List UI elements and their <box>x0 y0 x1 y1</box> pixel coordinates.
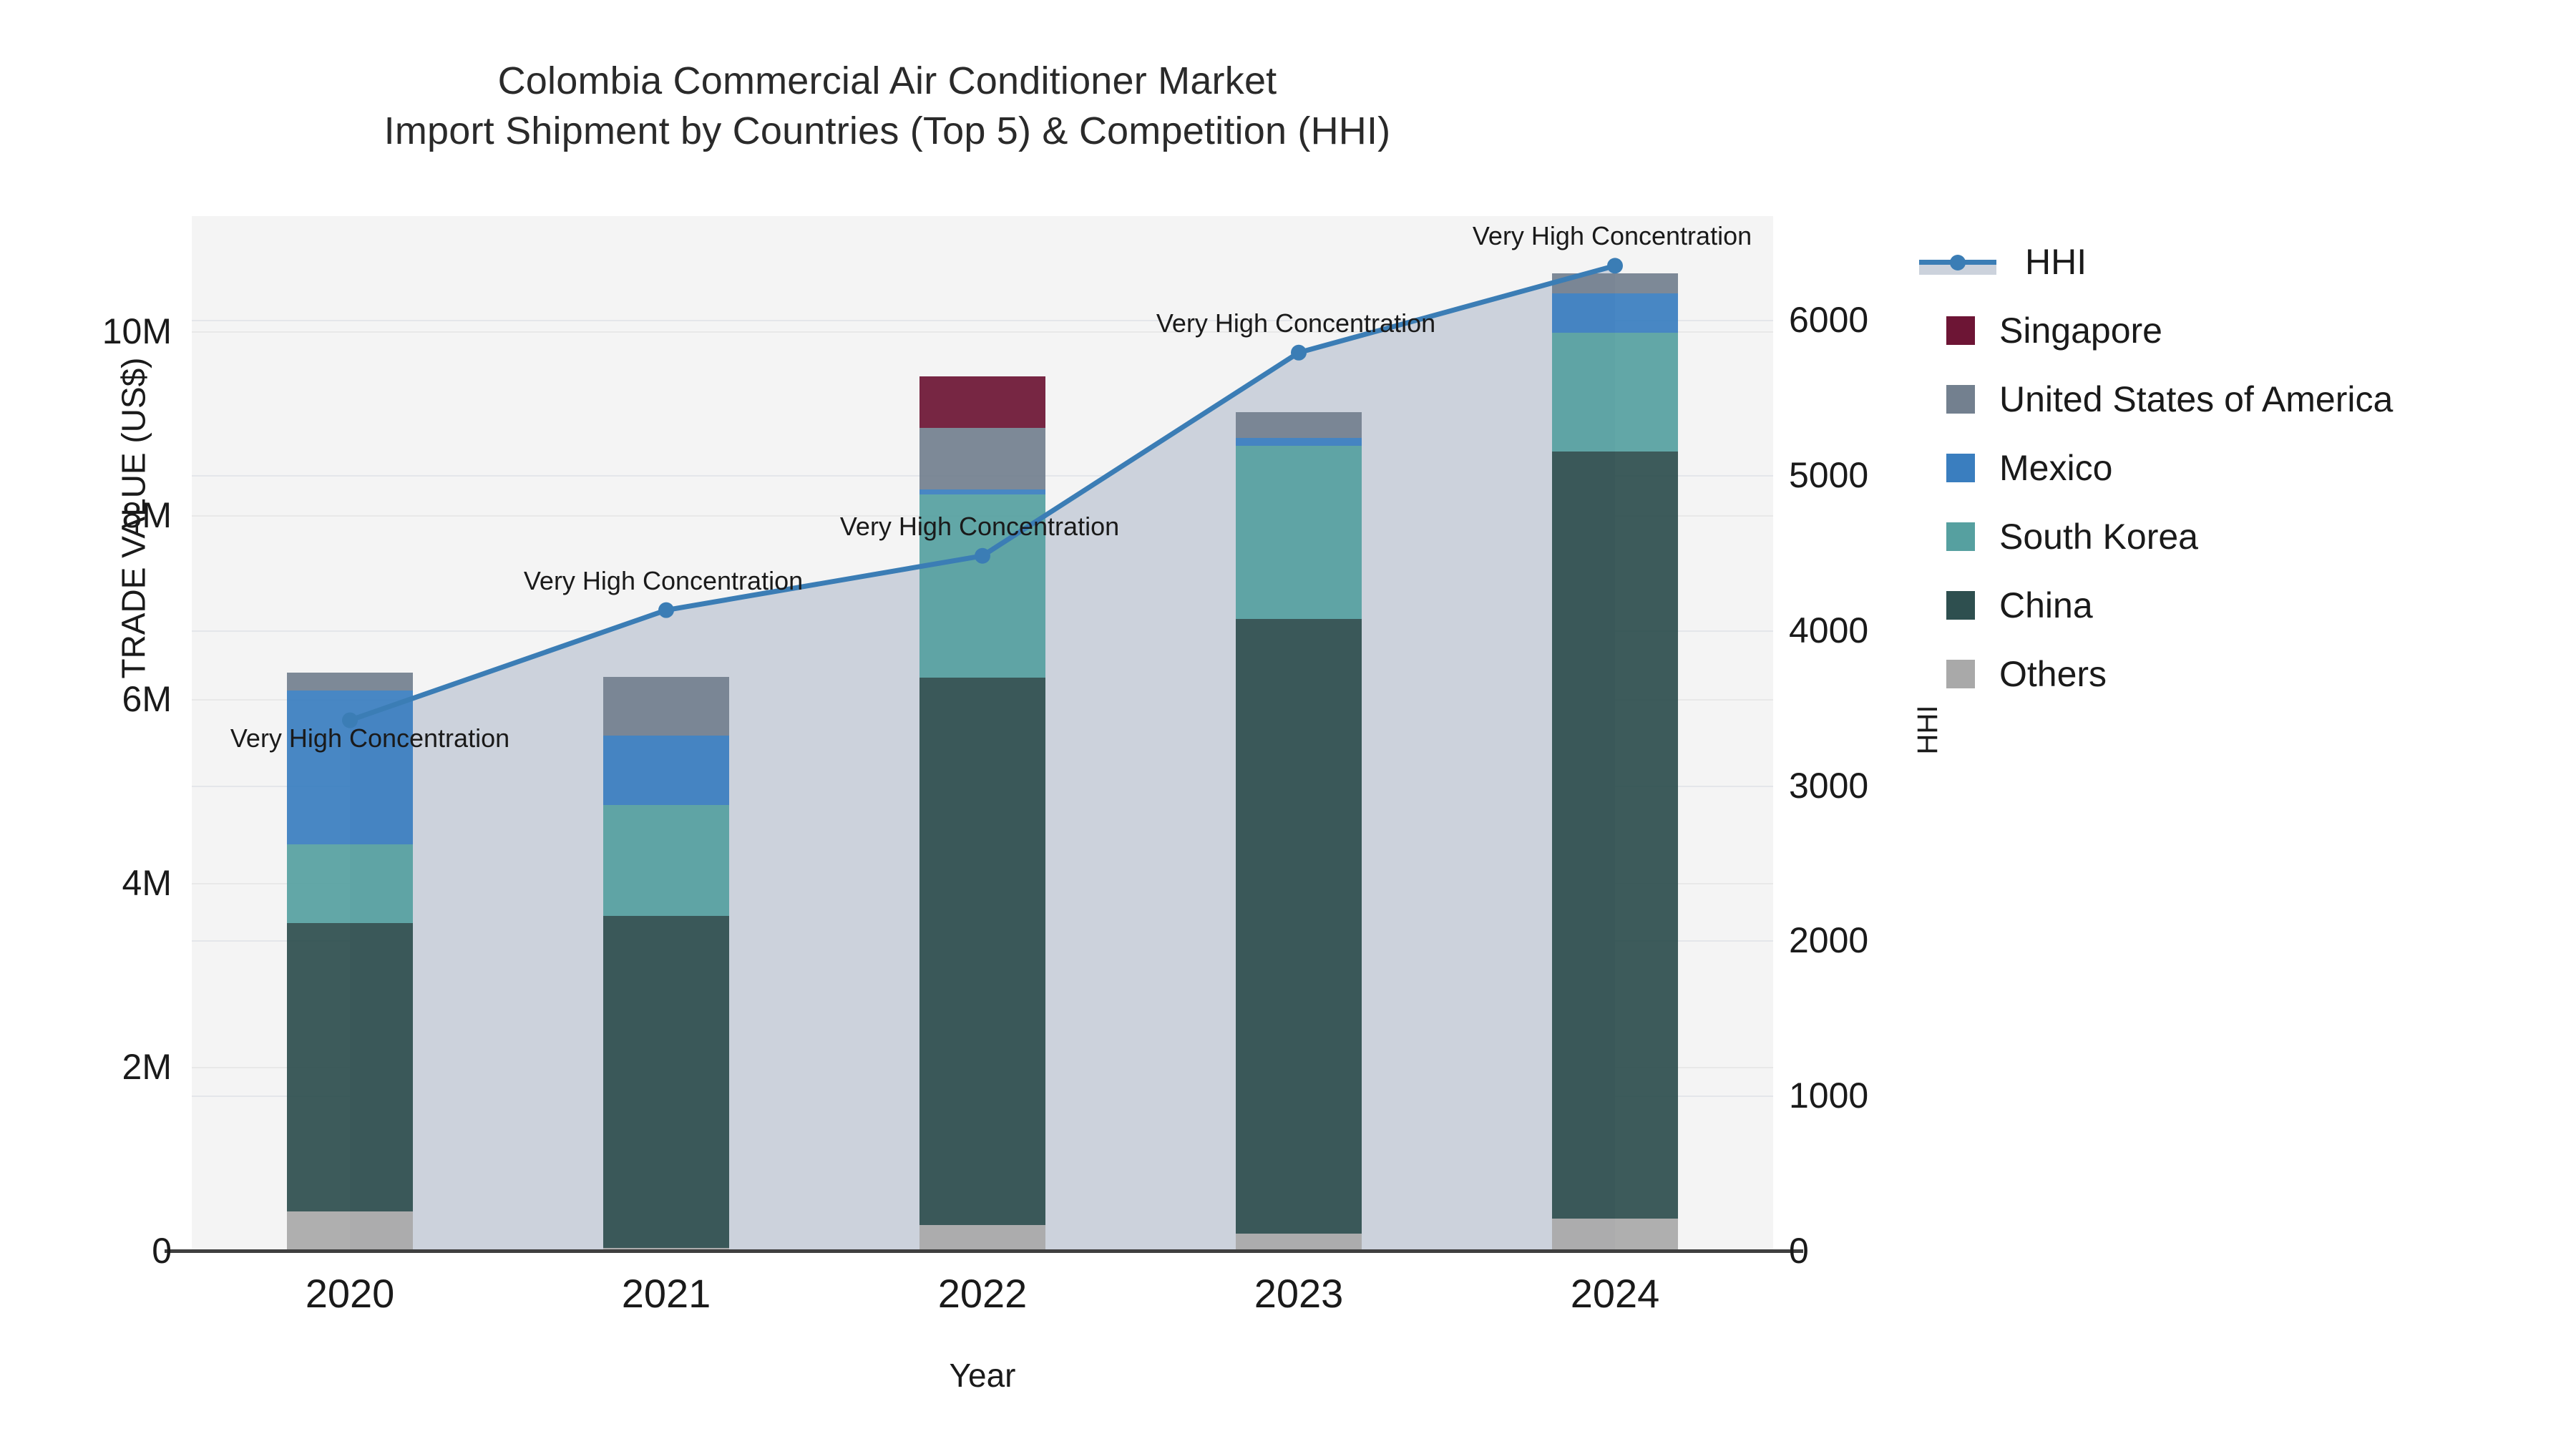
legend-item[interactable]: South Korea <box>1946 502 2547 571</box>
legend-item-label: China <box>1999 585 2093 625</box>
concentration-annotation: Very High Concentration <box>1472 221 1752 251</box>
legend-dot-marker <box>1950 255 1966 270</box>
y-axis-primary-label: TRADE VALUE (US$) <box>114 357 152 679</box>
stacked-bar[interactable] <box>919 376 1045 1251</box>
legend-item-label: Others <box>1999 654 2107 694</box>
legend-color-swatch <box>1946 454 1975 482</box>
bar-segment[interactable] <box>1552 1219 1678 1251</box>
bar-segment[interactable] <box>603 804 729 917</box>
legend-line-marker <box>1919 248 1998 276</box>
hhi-line-series <box>342 258 1623 728</box>
y-tick-label: 8M <box>122 494 172 535</box>
bar-segment[interactable] <box>919 427 1045 489</box>
legend-item-label: Singapore <box>1999 311 2162 351</box>
bar-segment[interactable] <box>1236 619 1362 1234</box>
y-tick-label-secondary: 2000 <box>1789 920 1869 961</box>
chart-title-line-1: Colombia Commercial Air Conditioner Mark… <box>497 59 1277 102</box>
hhi-data-point[interactable] <box>1607 258 1623 274</box>
y-tick-label: 6M <box>122 678 172 719</box>
legend-item-label: Mexico <box>1999 448 2113 488</box>
y-tick-label: 2M <box>122 1046 172 1087</box>
chart-title: Colombia Commercial Air Conditioner Mark… <box>0 56 1775 156</box>
bar-segment[interactable] <box>1236 446 1362 619</box>
stacked-bar[interactable] <box>1236 411 1362 1251</box>
bar-segment[interactable] <box>919 376 1045 428</box>
chart-title-line-2: Import Shipment by Countries (Top 5) & C… <box>384 109 1391 153</box>
bar-segment[interactable] <box>1552 293 1678 333</box>
y-tick-label-secondary: 6000 <box>1789 300 1869 341</box>
legend-item[interactable]: United States of America <box>1946 365 2547 434</box>
x-tick-label: 2022 <box>937 1271 1028 1316</box>
stacked-bar[interactable] <box>1552 273 1678 1251</box>
legend-item[interactable]: Others <box>1946 640 2547 708</box>
x-tick-label: 2024 <box>1570 1271 1660 1316</box>
stacked-bar[interactable] <box>287 672 413 1251</box>
bar-segment[interactable] <box>1552 333 1678 452</box>
bar-segment[interactable] <box>1552 452 1678 1219</box>
legend-color-swatch <box>1946 316 1975 345</box>
x-tick-label: 2021 <box>621 1271 711 1316</box>
bar-segment[interactable] <box>1236 411 1362 438</box>
legend-item-label: United States of America <box>1999 379 2394 419</box>
chart-legend: HHI Singapore United States of America Mexi… <box>1919 228 2547 708</box>
x-axis-line <box>165 1249 1803 1253</box>
hhi-data-point[interactable] <box>658 602 674 618</box>
x-tick-label: 2023 <box>1254 1271 1344 1316</box>
concentration-annotation: Very High Concentration <box>230 723 510 753</box>
legend-color-swatch <box>1946 385 1975 414</box>
y-tick-label-secondary: 0 <box>1789 1231 1809 1271</box>
x-axis-label: Year <box>949 1357 1016 1394</box>
bar-segment[interactable] <box>287 923 413 1211</box>
y-axis-secondary-label: HHI <box>1911 705 1943 755</box>
legend-item[interactable]: Singapore <box>1946 296 2547 365</box>
bar-segment[interactable] <box>287 672 413 691</box>
y-tick-label: 0 <box>152 1231 172 1271</box>
hhi-data-point[interactable] <box>975 547 990 564</box>
legend-color-swatch <box>1946 660 1975 688</box>
legend-item-label: South Korea <box>1999 517 2198 557</box>
bar-segment[interactable] <box>919 1225 1045 1251</box>
bar-segment[interactable] <box>287 1211 413 1251</box>
y-tick-label-secondary: 4000 <box>1789 610 1869 650</box>
y-tick-label-secondary: 1000 <box>1789 1075 1869 1116</box>
concentration-annotation: Very High Concentration <box>1156 308 1436 338</box>
concentration-annotation: Very High Concentration <box>839 511 1120 541</box>
concentration-annotation: Very High Concentration <box>523 565 804 595</box>
bar-segment[interactable] <box>603 736 729 805</box>
bar-segment[interactable] <box>919 494 1045 678</box>
bar-segment[interactable] <box>287 844 413 924</box>
legend-color-swatch <box>1946 522 1975 551</box>
gridline <box>192 320 1773 322</box>
legend-color-swatch <box>1946 591 1975 620</box>
y-tick-label-secondary: 3000 <box>1789 765 1869 806</box>
plot-area: Very High Concentration Very High Concent… <box>192 216 1773 1251</box>
x-tick-label: 2020 <box>305 1271 395 1316</box>
hhi-data-point[interactable] <box>342 712 358 728</box>
legend-item[interactable]: HHI <box>1919 228 2547 296</box>
bar-segment[interactable] <box>919 678 1045 1226</box>
legend-item[interactable]: China <box>1946 571 2547 640</box>
bar-segment[interactable] <box>603 676 729 736</box>
stacked-bar[interactable] <box>603 676 729 1251</box>
legend-item[interactable]: Mexico <box>1946 434 2547 502</box>
gridline <box>192 331 1773 333</box>
hhi-data-point[interactable] <box>1291 344 1307 361</box>
y-tick-label: 10M <box>102 311 172 351</box>
y-tick-label: 4M <box>122 862 172 903</box>
bar-segment[interactable] <box>603 916 729 1249</box>
bar-segment[interactable] <box>919 489 1045 495</box>
legend-item-label: HHI <box>2025 242 2087 282</box>
bar-segment[interactable] <box>1236 437 1362 447</box>
y-tick-label-secondary: 5000 <box>1789 455 1869 496</box>
bar-segment[interactable] <box>1236 1233 1362 1251</box>
